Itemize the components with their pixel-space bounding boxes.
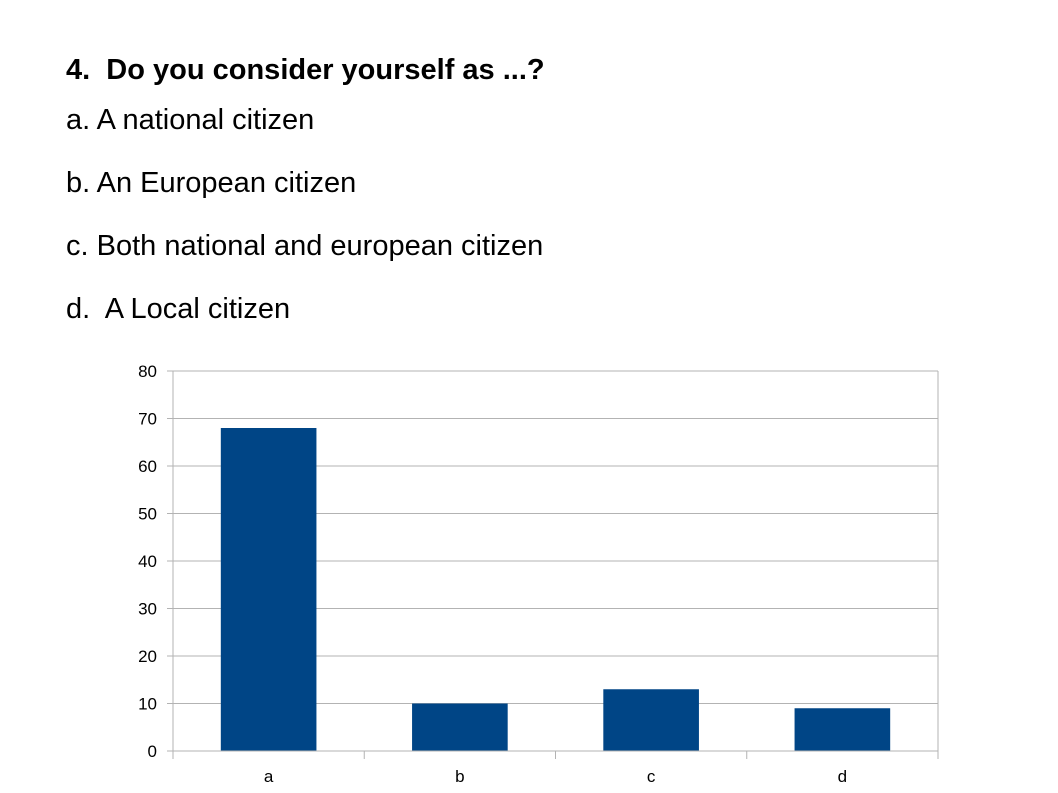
y-tick-label: 60 (138, 457, 157, 476)
bar-a (220, 428, 317, 751)
axes (167, 371, 939, 759)
y-tick-label: 50 (138, 505, 157, 524)
y-tick-label: 10 (138, 695, 157, 714)
bar-c (603, 689, 699, 751)
y-tick-label: 30 (138, 600, 157, 619)
option-d: d. A Local citizen (66, 293, 291, 325)
y-tick-label: 20 (138, 647, 157, 666)
bar-d (794, 708, 891, 751)
x-tick-label-a: a (264, 767, 274, 786)
x-tick-label-d: d (838, 767, 847, 786)
y-tick-label: 0 (148, 742, 157, 761)
y-tick-label: 40 (138, 552, 157, 571)
option-a: a. A national citizen (66, 104, 315, 136)
option-b: b. An European citizen (66, 167, 357, 199)
x-tick-label-b: b (455, 767, 464, 786)
tick-labels: 0 10 20 30 40 50 60 70 80 a b c d (138, 362, 847, 786)
bars (220, 428, 891, 751)
question-title: 4. Do you consider yourself as ...? (66, 54, 545, 86)
x-tick-label-c: c (647, 767, 656, 786)
bar-b (412, 703, 508, 751)
y-tick-label: 70 (138, 410, 157, 429)
option-c: c. Both national and european citizen (66, 230, 544, 262)
y-tick-label: 80 (138, 362, 157, 381)
